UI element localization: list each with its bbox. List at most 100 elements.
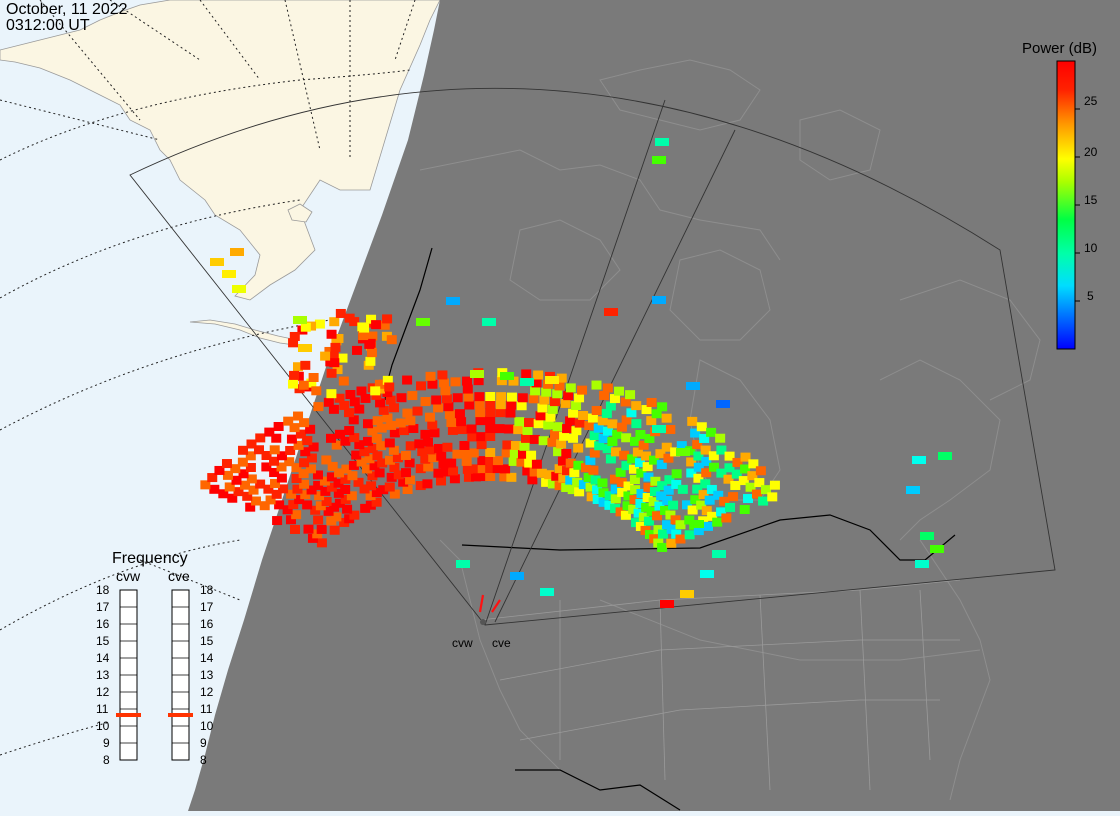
echo-cell [335,308,346,318]
echo-cell [292,484,303,494]
echo-cell [415,481,426,491]
echo-cell [508,376,519,386]
echo-cell [755,466,766,476]
frequency-scale-label-left: 14 [96,651,110,665]
echo-cell [605,401,616,411]
echo-cell [334,468,345,478]
echo-cell [521,369,532,379]
echo-cell [417,447,428,457]
echo-cell [300,322,311,332]
echo-cell [245,463,256,473]
echo-cell [441,394,452,404]
echo-cell [513,425,524,435]
echo-cell [395,418,406,428]
colorbar-title: Power (dB) [1022,40,1098,57]
echo-cell [272,516,283,526]
echo-cell [313,480,324,490]
echo-cell [250,496,261,506]
echo-cell [289,423,300,433]
echo-cell [528,394,539,404]
echo-cell [641,451,652,461]
echo-cell [285,445,296,455]
echo-cell [687,505,698,515]
echo-cell [635,429,646,439]
echo-cell [554,464,565,474]
echo-cell [412,406,423,416]
echo-cell [402,375,413,385]
echo-cell [485,416,496,426]
echo-cell [517,449,528,459]
echo-cell [374,468,385,478]
echo-cell [440,386,451,396]
echo-cell [457,425,468,435]
frequency-scale-label-right: 14 [200,651,214,665]
echo-cell [436,476,447,486]
echo-cell [306,453,317,463]
echo-cell [333,478,344,488]
echo-cell [366,314,377,324]
echo-cell [313,515,324,525]
echo-cell [360,503,371,513]
echo-cell [586,492,597,502]
echo-cell [562,466,573,476]
echo-cell [602,383,613,393]
echo-cell [547,404,558,414]
echo-cell [485,464,496,474]
echo-cell [293,362,304,372]
echo-cell [700,445,711,455]
echo-cell [358,331,369,341]
echo-cell [535,411,546,421]
echo-cell [598,488,609,498]
echo-cell [603,426,614,436]
echo-cell [565,475,576,485]
echo-cell [500,464,511,474]
echo-cell [725,502,736,512]
echo-cell [537,403,548,413]
echo-cell [743,494,754,504]
echo-cell [329,358,340,368]
echo-cell [382,314,393,324]
echo-cell [427,420,438,430]
echo-cell [446,458,457,468]
frequency-scale-label-left: 12 [96,685,110,699]
echo-cell [375,398,386,408]
frequency-scale-label-left: 16 [96,617,110,631]
echo-cell [359,484,370,494]
echo-cell [374,379,385,389]
echo-cell [615,467,626,477]
frequency-column-cvw: cvw [116,568,141,584]
echo-cell [505,408,516,418]
echo-cell [657,542,668,552]
echo-cell [648,497,659,507]
echo-cell [396,393,407,403]
echo-cell [531,459,542,469]
echo-cell [269,468,280,478]
echo-cell [565,458,576,468]
echo-cell [415,464,426,474]
echo-cell [716,507,727,517]
echo-cell [346,491,357,501]
echo-cell [655,138,669,146]
echo-cell [607,437,618,447]
echo-cell [701,468,712,478]
echo-cell [692,484,703,494]
echo-cell [593,423,604,433]
echo-cell [655,449,666,459]
echo-cell [615,507,626,517]
echo-cell [754,478,765,488]
radar-site-marker [480,619,486,625]
echo-cell [625,390,636,400]
echo-cell [386,335,397,345]
echo-cell [589,431,600,441]
echo-cell [422,437,433,447]
echo-cell [520,433,531,443]
echo-cell [293,440,304,450]
echo-cell [545,412,556,422]
echo-cell [349,510,360,520]
echo-cell [533,419,544,429]
echo-cell [326,389,337,399]
echo-cell [246,474,257,484]
echo-cell [312,470,323,480]
echo-cell [636,468,647,478]
echo-cell [599,390,610,400]
